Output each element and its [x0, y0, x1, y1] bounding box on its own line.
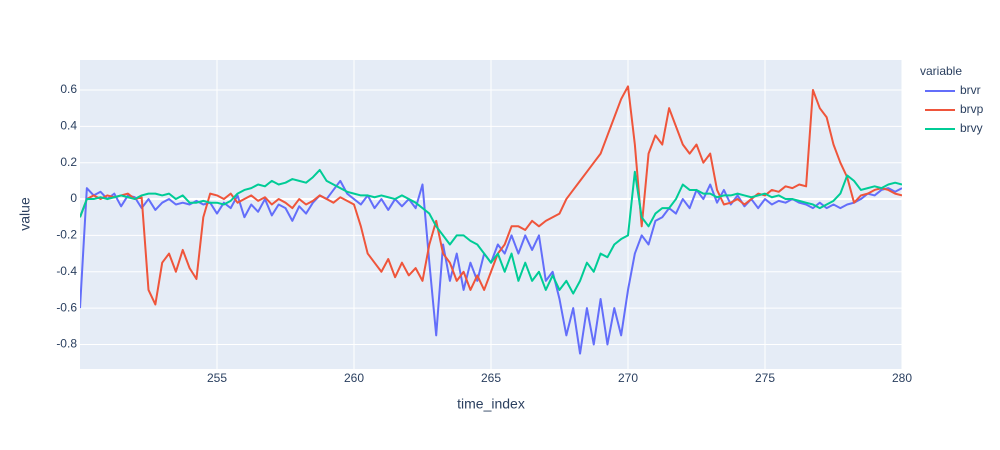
x-axis-title: time_index: [457, 396, 525, 412]
x-tick-label: 265: [481, 371, 501, 385]
y-tick-label: -0.4: [56, 264, 77, 278]
series-line: [80, 168, 902, 295]
x-tick-label: 255: [207, 371, 227, 385]
x-tick-label: 275: [755, 371, 775, 385]
legend: variable brvr brvp brvy: [920, 64, 984, 135]
y-tick-label: 0: [70, 191, 77, 205]
legend-item[interactable]: brvy: [925, 121, 983, 135]
x-tick-label: 280: [892, 371, 912, 385]
legend-title: variable: [920, 64, 962, 78]
legend-item[interactable]: brvr: [925, 83, 981, 97]
legend-label: brvp: [960, 102, 984, 116]
y-tick-label: 0.6: [60, 82, 77, 96]
y-tick-label: -0.2: [56, 228, 77, 242]
legend-label: brvr: [960, 83, 981, 97]
y-tick-label: 0.4: [60, 119, 77, 133]
x-tick-label: 270: [618, 371, 638, 385]
y-tick-label: 0.2: [60, 155, 77, 169]
y-tick-label: -0.8: [56, 337, 77, 351]
legend-label: brvy: [960, 121, 983, 135]
y-tick-label: -0.6: [56, 300, 77, 314]
x-tick-label: 260: [344, 371, 364, 385]
y-axis-title: value: [17, 197, 33, 231]
lines: [80, 85, 902, 355]
series-line: [80, 85, 902, 306]
legend-item[interactable]: brvp: [925, 102, 984, 116]
labels: 255 260 265 270 275 280 -0.8 -0.6 -0.4 -0.2 0 0.2 0.…: [56, 82, 912, 385]
grid: [80, 60, 903, 369]
